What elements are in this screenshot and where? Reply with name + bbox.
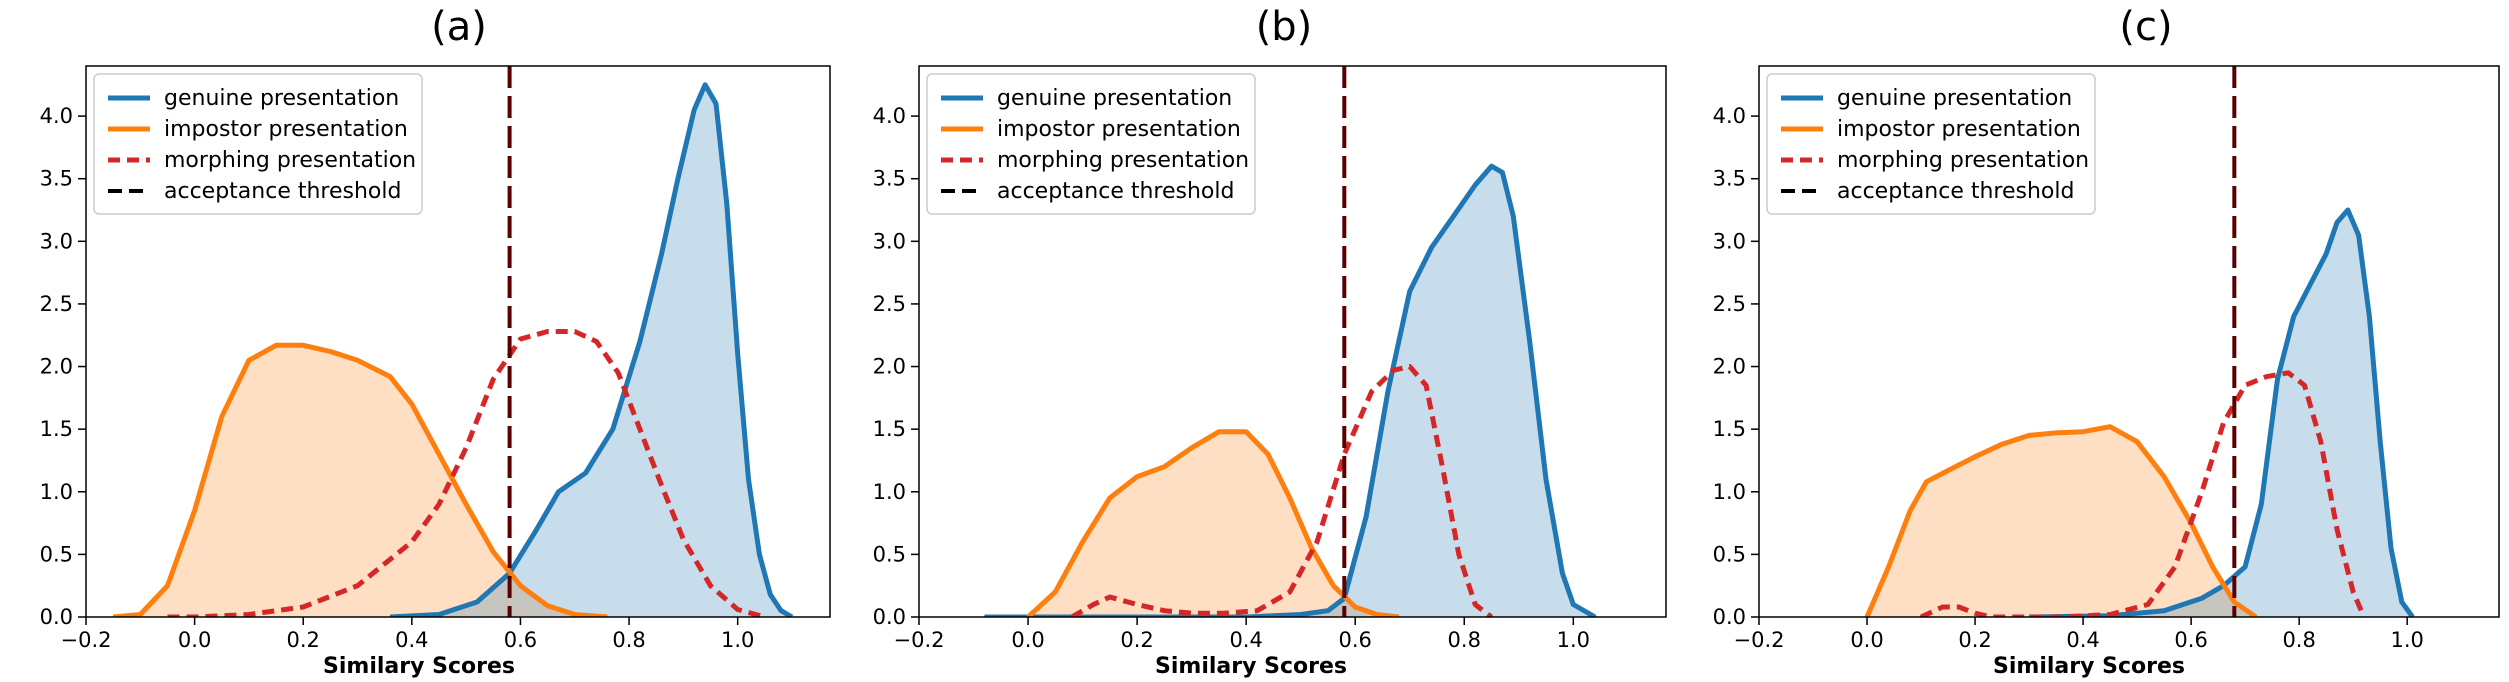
y-tick-label: 1.5 xyxy=(40,417,73,441)
x-tick-label: 0.6 xyxy=(2174,628,2207,652)
plot-area xyxy=(1864,66,2415,617)
y-tick-label: 3.0 xyxy=(1713,229,1746,253)
y-tick-label: 2.5 xyxy=(873,292,906,316)
legend-label: impostor presentation xyxy=(164,117,408,142)
line-morphing xyxy=(1070,364,1494,617)
area-genuine xyxy=(984,166,1596,617)
panel-title: (a) xyxy=(431,4,487,50)
legend-label: morphing presentation xyxy=(1837,148,2089,173)
panel-c: (c) Similary Scores −0.2 0.0 0.2 0.4 0.6 0.8 1… xyxy=(1713,4,2500,679)
y-tick-label: 4.0 xyxy=(1713,104,1746,128)
line-impostor xyxy=(112,342,608,617)
y-tick-label: 1.0 xyxy=(1713,480,1746,504)
y-tick-label: 4.0 xyxy=(873,104,906,128)
line-morphing xyxy=(167,329,766,617)
line-morphing xyxy=(1919,370,2367,617)
y-tick-label: 3.5 xyxy=(40,167,73,191)
axes-frame xyxy=(918,65,1667,618)
y-tick-label: 3.0 xyxy=(873,229,906,253)
x-tick-label: 0.2 xyxy=(287,628,320,652)
legend-label: acceptance threshold xyxy=(997,179,1234,204)
panel-title: (c) xyxy=(2119,4,2172,50)
x-tick-label: 0.0 xyxy=(1850,628,1883,652)
panel-b: (b) Similary Scores −0.2 0.0 0.2 0.4 0.6 0.8 1… xyxy=(873,4,1667,679)
y-tick-label: 1.5 xyxy=(873,417,906,441)
axes-frame xyxy=(85,65,831,618)
x-axis-title: Similary Scores xyxy=(323,654,515,679)
plot-area xyxy=(984,66,1597,617)
legend-label: genuine presentation xyxy=(1837,86,2072,111)
x-tick-label: 0.8 xyxy=(2282,628,2315,652)
line-impostor xyxy=(1864,424,2258,617)
x-tick-label: 1.0 xyxy=(721,628,754,652)
x-axis-title: Similary Scores xyxy=(1155,654,1347,679)
legend-label: genuine presentation xyxy=(997,86,1232,111)
legend-label: acceptance threshold xyxy=(164,179,401,204)
y-tick-label: 0.5 xyxy=(40,542,73,566)
x-tick-label: 0.2 xyxy=(1120,628,1153,652)
x-tick-label: 0.4 xyxy=(2066,628,2099,652)
x-tick-label: −0.2 xyxy=(894,628,945,652)
legend xyxy=(93,73,423,215)
area-impostor xyxy=(1028,431,1399,617)
x-tick-label: 1.0 xyxy=(2390,628,2423,652)
y-tick-label: 3.5 xyxy=(1713,167,1746,191)
x-tick-label: 0.6 xyxy=(1339,628,1372,652)
line-genuine xyxy=(389,82,794,617)
y-tick-label: 3.0 xyxy=(40,229,73,253)
x-tick-label: 0.4 xyxy=(395,628,428,652)
line-genuine xyxy=(2029,207,2415,617)
y-tick-label: 1.0 xyxy=(40,480,73,504)
y-tick-label: 0.5 xyxy=(1713,542,1746,566)
legend-label: morphing presentation xyxy=(164,148,416,173)
x-tick-label: 1.0 xyxy=(1557,628,1590,652)
legend-label: genuine presentation xyxy=(164,86,399,111)
y-tick-label: 2.0 xyxy=(873,355,906,379)
y-tick-label: 4.0 xyxy=(40,104,73,128)
legend-label: impostor presentation xyxy=(997,117,1241,142)
x-tick-label: 0.8 xyxy=(1448,628,1481,652)
x-tick-label: 0.8 xyxy=(612,628,645,652)
y-tick-label: 2.0 xyxy=(1713,355,1746,379)
plot-area xyxy=(112,66,794,617)
y-tick-label: 2.5 xyxy=(1713,292,1746,316)
y-tick-label: 2.5 xyxy=(40,292,73,316)
y-tick-label: 0.0 xyxy=(873,605,906,629)
legend xyxy=(926,73,1256,215)
x-tick-label: −0.2 xyxy=(61,628,112,652)
panel-title: (b) xyxy=(1256,4,1313,50)
x-tick-label: 0.0 xyxy=(178,628,211,652)
y-tick-label: 0.5 xyxy=(873,542,906,566)
x-tick-label: −0.2 xyxy=(1734,628,1785,652)
area-genuine xyxy=(390,84,792,617)
x-tick-label: 0.4 xyxy=(1229,628,1262,652)
legend-label: morphing presentation xyxy=(997,148,1249,173)
y-tick-label: 1.0 xyxy=(873,480,906,504)
axes-frame xyxy=(1758,65,2500,618)
area-impostor xyxy=(113,345,608,617)
area-genuine xyxy=(2029,210,2413,617)
x-tick-label: 0.2 xyxy=(1958,628,1991,652)
line-genuine xyxy=(984,163,1597,617)
y-tick-label: 0.0 xyxy=(1713,605,1746,629)
y-tick-label: 3.5 xyxy=(873,167,906,191)
area-impostor xyxy=(1867,426,2256,617)
x-tick-label: 0.6 xyxy=(504,628,537,652)
y-tick-label: 1.5 xyxy=(1713,417,1746,441)
panel-a: (a) Similary Scores −0.2 0.0 0.2 0.4 0.6 0.8 1… xyxy=(40,4,831,679)
legend xyxy=(1766,73,2096,215)
y-tick-label: 2.0 xyxy=(40,355,73,379)
y-tick-label: 0.0 xyxy=(40,605,73,629)
legend-label: acceptance threshold xyxy=(1837,179,2074,204)
x-axis-title: Similary Scores xyxy=(1993,654,2185,679)
legend-label: impostor presentation xyxy=(1837,117,2081,142)
x-tick-label: 0.0 xyxy=(1011,628,1044,652)
